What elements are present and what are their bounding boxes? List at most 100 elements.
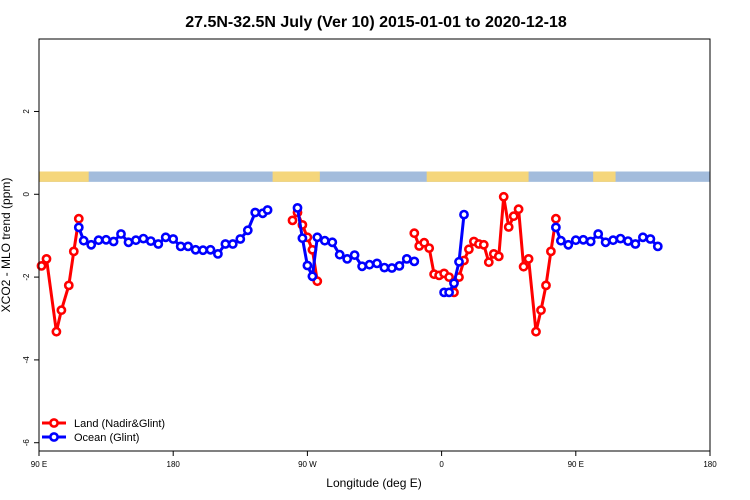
data-point [645,234,656,244]
data-point [459,209,469,220]
chart-title: 27.5N-32.5N July (Ver 10) 2015-01-01 to … [185,14,567,31]
data-point [319,235,330,246]
data-point [205,244,216,255]
data-point [379,262,390,273]
data-point [498,191,509,202]
data-point [227,239,238,249]
data-point [116,229,126,239]
data-point [570,235,581,246]
x-axis-label: Longitude (deg E) [326,476,421,490]
y-tick-label: 2 [22,109,31,114]
data-point [51,326,62,337]
data-point [513,204,524,215]
data-point [585,236,596,247]
data-point [101,234,111,245]
data-point [503,222,514,232]
data-point [68,246,79,257]
data-point [556,235,566,246]
x-tick-label: 180 [703,460,717,469]
data-point [449,278,459,289]
surface-type-strip [39,171,710,182]
data-point [73,213,84,224]
data-point [401,253,412,264]
data-point [593,229,604,239]
legend-label: Ocean (Glint) [74,432,139,444]
y-tick-label: -6 [22,439,31,447]
data-point [93,235,104,246]
series-ocean [73,202,663,298]
data-point [312,232,323,243]
data-point [41,253,52,264]
data-point [394,260,405,271]
legend-marker [49,432,59,442]
data-point [36,260,47,271]
data-point [493,251,504,262]
data-point [250,207,261,218]
x-tick-label: 90 E [31,460,47,469]
data-point [349,250,360,260]
data-point [153,239,164,249]
data-point [364,259,375,270]
x-tick-label: 90 E [568,460,584,469]
y-axis-label: XCO2 - MLO trend (ppm) [0,178,13,313]
data-point [444,272,454,282]
x-axis: 90 E 180 90 W 0 90 E 180 [31,451,717,469]
legend-marker [49,418,59,428]
series-line [77,208,269,256]
series-land [36,191,561,337]
data-point [508,211,519,222]
data-point [73,222,84,233]
data-point [287,215,298,226]
data-point [292,202,303,213]
data-point [262,205,273,215]
series-layer [36,191,663,337]
legend-item: Land (Nadir&Glint) [42,418,165,430]
data-point [409,256,420,267]
land-strip-segment [39,171,89,182]
data-point [608,235,618,246]
data-point [615,233,626,244]
data-point [531,326,541,337]
data-point [357,261,367,272]
data-point [183,241,193,252]
legend-label: Land (Nadir&Glint) [74,418,165,430]
land-strip-segment [593,171,616,182]
data-point [78,235,89,246]
data-point [198,245,208,256]
data-point [630,239,641,249]
data-point [652,241,663,252]
data-point [297,233,308,244]
data-point [235,234,246,244]
land-strip-segment [426,171,529,182]
data-point [212,248,223,259]
legend-item: Ocean (Glint) [42,432,139,444]
data-point [551,222,561,233]
data-point [578,234,589,245]
data-point [327,237,338,248]
data-point [463,244,474,255]
data-point [63,280,74,291]
data-point [541,280,551,291]
y-tick-label: -2 [22,273,31,281]
data-point [563,239,574,250]
data-point [56,305,67,316]
data-point [334,249,345,260]
y-tick-label: 0 [22,192,31,197]
data-point [551,213,561,224]
data-point [342,253,353,264]
ocean-strip [39,171,710,182]
data-point [108,236,119,247]
y-axis: -6 -4 -2 0 2 [22,109,39,447]
data-point [518,261,529,272]
data-point [424,243,435,253]
land-strip-segment [272,171,320,182]
data-point [546,246,556,257]
data-point [478,239,489,250]
data-point [372,258,382,269]
data-point [600,237,611,248]
legend: Land (Nadir&Glint) Ocean (Glint) [42,418,165,444]
data-point [638,232,648,243]
data-point [145,236,156,246]
x-tick-label: 180 [167,460,181,469]
